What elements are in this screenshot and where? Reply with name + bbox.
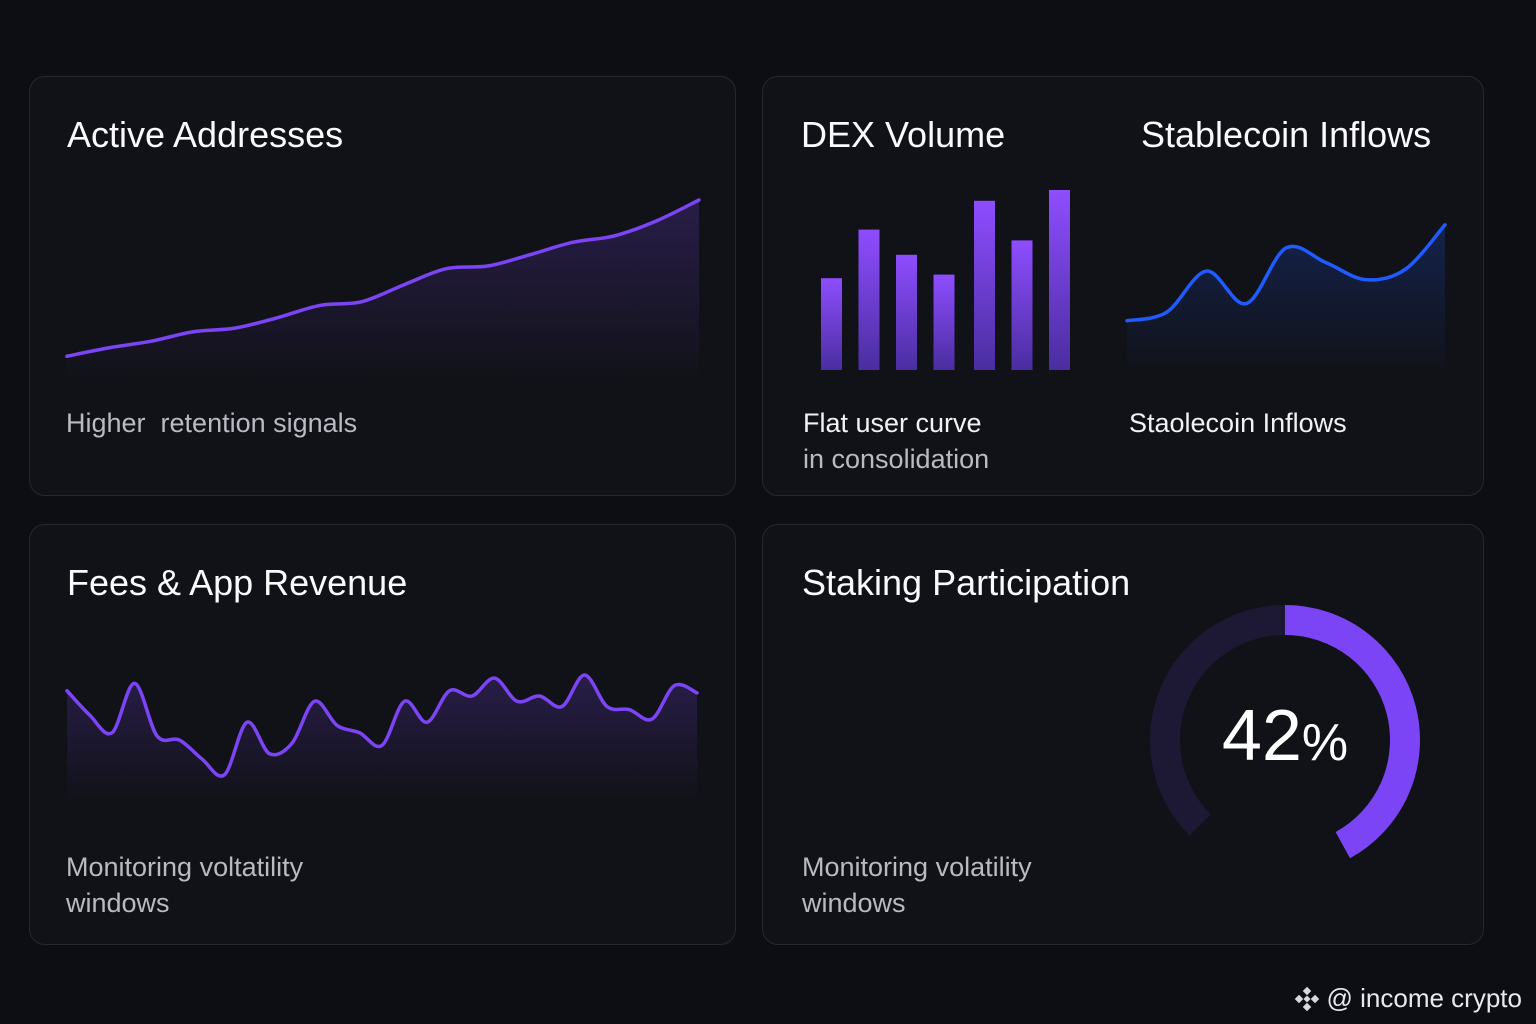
bar: [974, 200, 995, 370]
bar: [821, 278, 842, 370]
gauge-track: [1150, 605, 1286, 836]
bar: [1011, 240, 1033, 370]
staking-caption-line1: Monitoring volatility: [802, 852, 1032, 882]
active-addresses-title: Active Addresses: [67, 114, 344, 155]
gauge-fill: [1284, 605, 1420, 859]
staking-gauge: [1150, 605, 1420, 859]
dex-caption-line2: in consolidation: [803, 444, 990, 474]
fees-chart: [65, 673, 699, 800]
dex-caption-line1: Flat user curve: [803, 408, 982, 438]
staking-value-number: 42: [1221, 696, 1302, 776]
area-fill: [67, 675, 697, 800]
active-addresses-chart: [65, 198, 701, 380]
staking-value-unit: %: [1301, 714, 1349, 772]
stablecoin-title: Stablecoin Inflows: [1141, 114, 1432, 155]
brand-handle: @ income crypto: [1326, 983, 1522, 1013]
brand-watermark: @ income crypto: [1293, 983, 1522, 1014]
area-fill: [1127, 224, 1445, 375]
dex-volume-chart: [821, 190, 1070, 370]
active-addresses-caption: Higher retention signals: [66, 408, 358, 438]
staking-title: Staking Participation: [802, 562, 1131, 603]
staking-value: 42%: [1185, 695, 1385, 777]
dex-volume-title: DEX Volume: [801, 114, 1006, 155]
series-line: [65, 673, 699, 778]
fees-title: Fees & App Revenue: [67, 562, 408, 603]
bar: [1049, 190, 1070, 370]
fees-caption-line1: Monitoring voltatility: [66, 852, 304, 882]
staking-caption-line2: windows: [802, 888, 906, 918]
bar: [896, 254, 917, 370]
bar: [858, 229, 880, 370]
area-fill: [67, 200, 699, 380]
fees-caption-line2: windows: [66, 888, 170, 918]
stablecoin-chart: [1125, 223, 1447, 375]
binance-logo-icon: [1294, 986, 1319, 1011]
card-staking: [762, 524, 1484, 945]
bar: [933, 274, 955, 370]
series-line: [1125, 223, 1447, 323]
stablecoin-caption: Staolecoin Inflows: [1129, 408, 1347, 438]
series-line: [65, 198, 701, 358]
